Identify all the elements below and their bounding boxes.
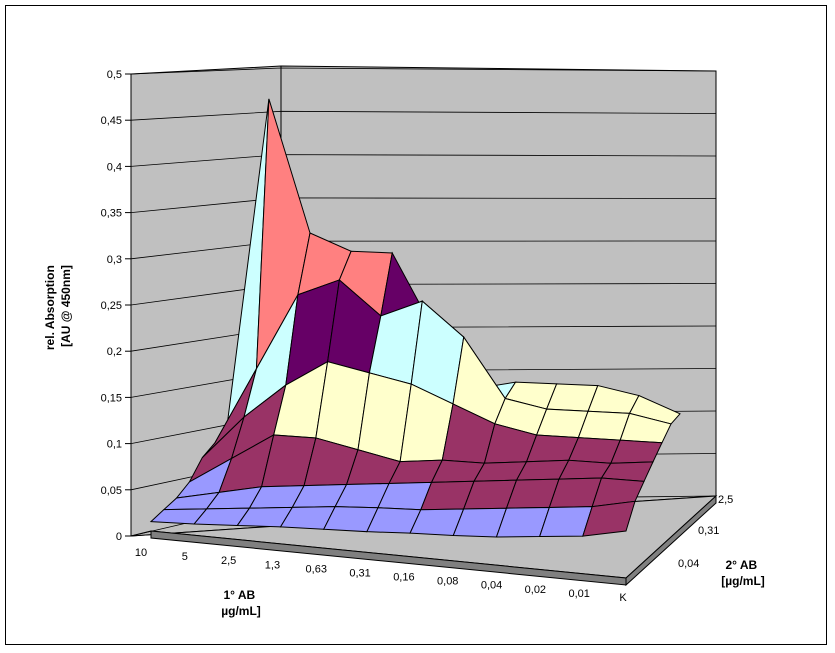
x-tick-label: 0,16 <box>393 572 414 584</box>
x-tick-label: 0,31 <box>349 567 370 579</box>
z-tick-label: 0,35 <box>101 208 122 220</box>
x-tick-label: 2,5 <box>221 555 236 567</box>
z-axis-title-line1: rel. Absorption <box>43 265 57 350</box>
z-tick-label: 0,4 <box>107 161 122 173</box>
chart-frame: 0 0,05 0,1 0,15 0,2 0,25 0,3 0,35 0,4 0,45 0,5 10 5 2… <box>5 5 827 645</box>
z-tick-label: 0,05 <box>101 485 122 497</box>
z-axis-title: rel. Absorption [AU @ 450nm] <box>43 262 73 350</box>
x-tick-label: 0,04 <box>481 580 502 592</box>
tick-labels: 0 0,05 0,1 0,15 0,2 0,25 0,3 0,35 0,4 0,45 0,5 10 5 2… <box>101 69 734 604</box>
surface-cell <box>582 500 636 537</box>
y-axis-title-line1: 2° AB <box>725 558 757 572</box>
x-axis-title-line2: µg/mL] <box>221 604 261 618</box>
x-tick-label: 0,01 <box>568 588 589 600</box>
x-tick-label: 1,3 <box>265 559 280 571</box>
y-axis-title-line2: [µg/mL] <box>721 574 765 588</box>
z-tick-label: 0,45 <box>101 115 122 127</box>
z-tick-label: 0 <box>116 531 122 543</box>
x-tick-label: 0,63 <box>306 563 327 575</box>
x-axis-title: 1° AB µg/mL] <box>221 588 261 618</box>
x-tick-label: K <box>619 592 627 604</box>
z-axis-title-line2: [AU @ 450nm] <box>59 265 73 347</box>
z-tick-label: 0,15 <box>101 392 122 404</box>
z-gridline <box>130 67 717 75</box>
z-tick-label: 0,2 <box>107 346 122 358</box>
x-tick-label: 5 <box>182 551 188 563</box>
x-axis-title-line1: 1° AB <box>223 588 255 602</box>
x-tick-label: 0,02 <box>525 584 546 596</box>
y-tick-label: 0,31 <box>698 525 719 537</box>
y-tick-label: 2,5 <box>718 494 733 506</box>
y-tick-label: 0,04 <box>678 558 699 570</box>
z-tick-label: 0,1 <box>107 439 122 451</box>
surface-chart: 0 0,05 0,1 0,15 0,2 0,25 0,3 0,35 0,4 0,45 0,5 10 5 2… <box>43 65 765 618</box>
x-tick-label: 10 <box>135 547 147 559</box>
x-tick-label: 0,08 <box>437 576 458 588</box>
z-tick-label: 0,25 <box>101 300 122 312</box>
axis-titles: rel. Absorption [AU @ 450nm] 1° AB µg/mL… <box>43 262 765 618</box>
z-tick-label: 0,5 <box>107 69 122 81</box>
z-tick-label: 0,3 <box>107 254 122 266</box>
surface-plot <box>149 98 681 538</box>
y-axis-title: 2° AB [µg/mL] <box>721 558 765 588</box>
z-gridline <box>130 110 717 121</box>
floor-side-edge <box>625 494 717 587</box>
surface-cell <box>610 439 663 464</box>
